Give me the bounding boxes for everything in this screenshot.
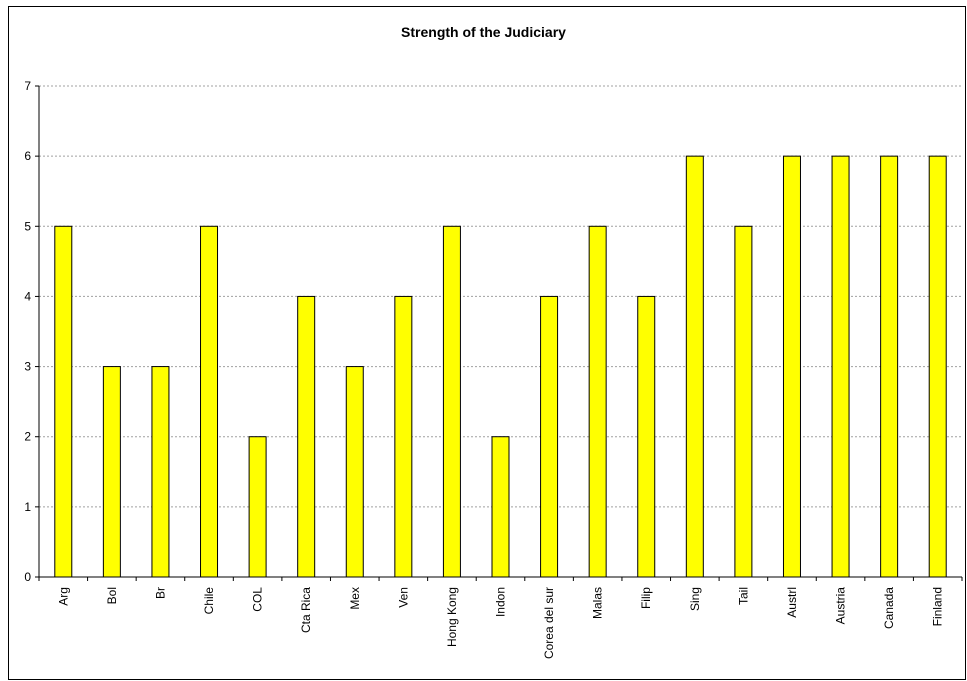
x-tick-label: Hong Kong	[445, 587, 459, 647]
chart-title: Strength of the Judiciary	[401, 24, 566, 40]
x-tick-label: Chile	[202, 587, 216, 615]
y-tick-label: 4	[24, 289, 31, 303]
x-tick-label: Cta Rica	[299, 587, 313, 633]
x-tick-label: Filip	[639, 587, 653, 609]
x-tick-label: Canada	[882, 587, 896, 629]
bar	[54, 225, 73, 578]
x-tick-label: Bol	[105, 587, 119, 604]
x-tick-label: Austria	[834, 587, 848, 625]
y-tick-label: 1	[24, 500, 31, 514]
bar	[782, 155, 801, 578]
y-tick-label: 0	[24, 570, 31, 584]
x-tick-label: Sing	[688, 587, 702, 611]
x-tick-label: Austrl	[785, 587, 799, 618]
bar	[491, 436, 510, 578]
x-tick-label: Tail	[736, 587, 750, 605]
bar	[540, 295, 559, 578]
bar	[880, 155, 899, 578]
x-tick-label: Indon	[494, 587, 508, 617]
x-tick-label: Malas	[591, 587, 605, 619]
bar	[151, 366, 170, 578]
bar	[734, 225, 753, 578]
bar	[200, 225, 219, 578]
bar	[248, 436, 267, 578]
bar	[928, 155, 947, 578]
bar	[831, 155, 850, 578]
bar	[297, 295, 316, 578]
x-tick-label: COL	[251, 587, 265, 612]
y-tick-label: 6	[24, 149, 31, 163]
bar	[102, 366, 121, 578]
x-tick-label: Finland	[931, 587, 945, 626]
bar	[345, 366, 364, 578]
y-tick-label: 5	[24, 219, 31, 233]
x-tick-label: Ven	[396, 587, 410, 608]
bar	[637, 295, 656, 578]
x-tick-label: Mex	[348, 587, 362, 610]
y-tick-label: 3	[24, 360, 31, 374]
bar	[685, 155, 704, 578]
bar	[394, 295, 413, 578]
y-tick-label: 2	[24, 430, 31, 444]
x-tick-label: Corea del sur	[542, 587, 556, 659]
x-tick-label: Br	[153, 587, 167, 599]
x-tick-label: Arg	[56, 587, 70, 606]
bar	[588, 225, 607, 578]
bar	[442, 225, 461, 578]
y-tick-label: 7	[24, 79, 31, 93]
